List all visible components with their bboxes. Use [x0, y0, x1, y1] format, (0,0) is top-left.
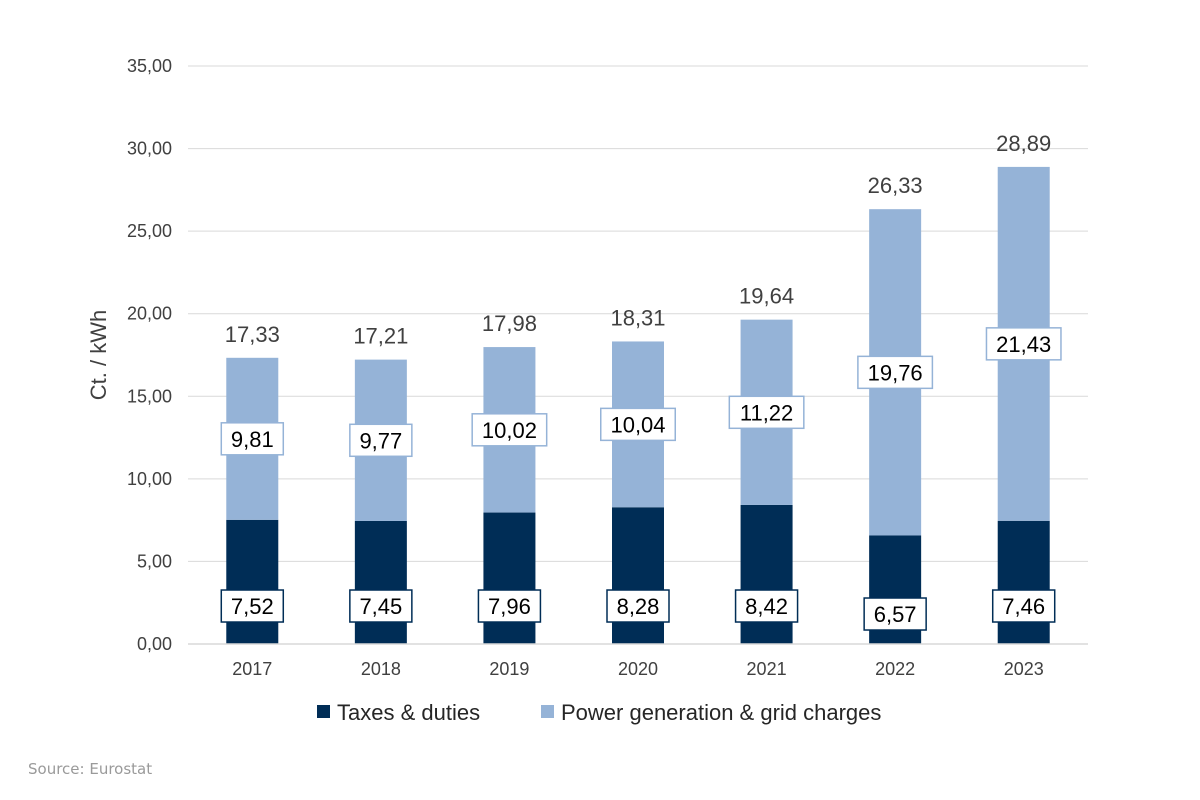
- data-label-power-generation-grid-text: 9,81: [231, 427, 274, 452]
- x-tick-label: 2023: [1004, 659, 1044, 679]
- data-label-power-generation-grid-box: [600, 407, 676, 442]
- data-label-taxes-duties-text: 7,46: [1002, 594, 1045, 619]
- y-tick-label: 20,00: [127, 304, 172, 324]
- data-label-power-generation-grid-text: 19,76: [868, 360, 923, 385]
- data-label-taxes-duties: 7,45: [349, 589, 413, 623]
- bar-taxes-duties: [997, 520, 1050, 644]
- total-label: 28,89: [996, 131, 1051, 156]
- data-label-power-generation-grid-box: [728, 395, 805, 430]
- total-label: 19,64: [739, 284, 794, 309]
- total-label: 18,31: [610, 305, 665, 330]
- x-tick-label: 2021: [747, 659, 787, 679]
- legend-label: Taxes & duties: [337, 700, 480, 725]
- data-label-power-generation-grid: 19,76: [857, 355, 934, 390]
- data-label-power-generation-grid-box: [349, 423, 413, 458]
- x-tick-label: 2022: [875, 659, 915, 679]
- legend: Taxes & duties Power generation & grid ch…: [317, 700, 881, 725]
- data-label-taxes-duties-text: 6,57: [874, 602, 917, 627]
- bar-taxes-duties: [354, 520, 407, 644]
- data-label-power-generation-grid: 10,02: [471, 413, 548, 447]
- data-label-taxes-duties-text: 8,28: [617, 594, 660, 619]
- total-label: 17,21: [353, 324, 408, 349]
- data-label-taxes-duties-box: [477, 589, 542, 623]
- legend-label: Power generation & grid charges: [561, 700, 881, 725]
- data-label-power-generation-grid-text: 9,77: [359, 428, 402, 453]
- data-label-taxes-duties-text: 8,42: [745, 594, 788, 619]
- data-label-power-generation-grid-box: [985, 327, 1062, 361]
- y-tick-label: 30,00: [127, 139, 172, 159]
- y-tick-label: 0,00: [137, 634, 172, 654]
- data-label-taxes-duties: 6,57: [863, 597, 927, 631]
- bar-taxes-duties: [226, 519, 279, 644]
- bar-taxes-duties: [483, 512, 536, 644]
- data-label-power-generation-grid-text: 10,04: [610, 412, 665, 437]
- data-label-power-generation-grid: 11,22: [728, 395, 805, 430]
- data-label-taxes-duties-box: [349, 589, 413, 623]
- data-label-power-generation-grid-box: [471, 413, 548, 447]
- y-tick-label: 10,00: [127, 469, 172, 489]
- bars: [226, 166, 1050, 644]
- data-label-power-generation-grid: 10,04: [600, 407, 676, 442]
- axes: 0,00 5,00 10,00 15,00 20,00 25,00 30,00 35,00 20…: [127, 56, 1088, 679]
- data-label-taxes-duties: 8,42: [734, 589, 799, 623]
- data-label-taxes-duties: 7,52: [220, 589, 285, 623]
- y-axis-title: Ct. / kWh: [86, 310, 111, 400]
- data-label-taxes-duties-box: [220, 589, 285, 623]
- total-label: 17,98: [482, 311, 537, 336]
- data-label-power-generation-grid-text: 21,43: [996, 332, 1051, 357]
- total-label: 26,33: [868, 173, 923, 198]
- data-label-taxes-duties-text: 7,45: [359, 594, 402, 619]
- data-label-power-generation-grid-box: [220, 422, 285, 456]
- y-tick-label: 5,00: [137, 551, 172, 571]
- y-tick-label: 15,00: [127, 386, 172, 406]
- data-label-taxes-duties-box: [863, 597, 927, 631]
- data-label-taxes-duties: 7,46: [991, 589, 1056, 623]
- legend-item: Taxes & duties: [317, 700, 480, 725]
- data-labels: 7,52 9,81 17,33 7,45 9,77 17,21 7,96 10,02 17,98…: [220, 131, 1062, 631]
- x-tick-label: 2020: [618, 659, 658, 679]
- data-label-taxes-duties-box: [606, 589, 670, 623]
- data-label-taxes-duties: 7,96: [477, 589, 542, 623]
- data-label-power-generation-grid-text: 10,02: [482, 418, 537, 443]
- total-label: 17,33: [225, 322, 280, 347]
- data-label-power-generation-grid: 9,81: [220, 422, 285, 456]
- data-label-taxes-duties-box: [991, 589, 1056, 623]
- bar-taxes-duties: [740, 504, 793, 644]
- data-label-power-generation-grid: 9,77: [349, 423, 413, 458]
- data-label-taxes-duties-box: [734, 589, 799, 623]
- data-label-power-generation-grid-text: 11,22: [740, 400, 793, 425]
- y-tick-label: 25,00: [127, 221, 172, 241]
- x-tick-label: 2017: [232, 659, 272, 679]
- y-tick-label: 35,00: [127, 56, 172, 76]
- bar-taxes-duties: [612, 507, 664, 644]
- source-note: Source: Eurostat: [28, 760, 153, 778]
- data-label-power-generation-grid: 21,43: [985, 327, 1062, 361]
- legend-swatch: [317, 705, 330, 718]
- data-label-taxes-duties-text: 7,96: [488, 594, 531, 619]
- x-tick-label: 2018: [361, 659, 401, 679]
- legend-item: Power generation & grid charges: [541, 700, 881, 725]
- x-tick-label: 2019: [489, 659, 529, 679]
- legend-swatch: [541, 705, 554, 718]
- data-label-taxes-duties: 8,28: [606, 589, 670, 623]
- data-label-taxes-duties-text: 7,52: [231, 594, 274, 619]
- data-label-power-generation-grid-box: [857, 355, 934, 390]
